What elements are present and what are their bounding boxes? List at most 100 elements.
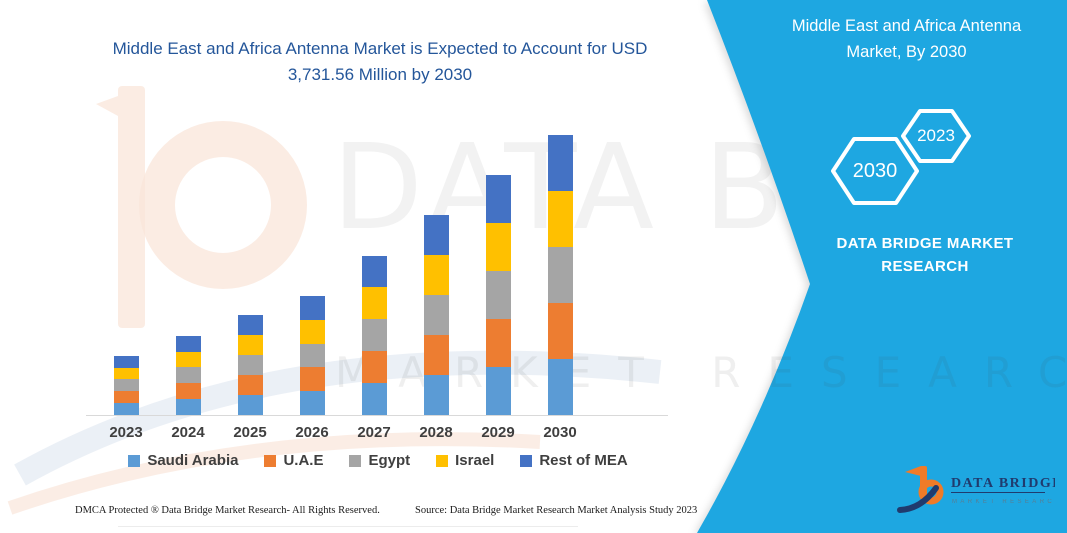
bar-column-2027	[343, 255, 405, 415]
footer-hairline	[118, 526, 578, 527]
legend-item-israel: Israel	[436, 452, 494, 469]
bar-segment-u-a-e-2029	[485, 318, 511, 367]
logo-b-flag-icon	[905, 466, 921, 476]
stacked-bar-2030	[547, 135, 573, 415]
bar-segment-rest-of-mea-2026	[299, 296, 325, 320]
hexagon-2030-outline-icon	[831, 137, 919, 205]
stacked-bar-2028	[423, 214, 449, 416]
panel-heading: Middle East and Africa Antenna Market, B…	[791, 17, 1022, 61]
legend-marker-rest-of-mea-icon	[520, 454, 533, 467]
bar-segment-rest-of-mea-2028	[423, 214, 449, 255]
hexagon-2023: 2023	[901, 108, 971, 164]
bar-segment-u-a-e-2030	[547, 303, 573, 359]
bar-segment-u-a-e-2024	[175, 383, 201, 400]
bar-segment-saudi-arabia-2029	[485, 366, 511, 416]
legend-marker-israel-icon	[436, 454, 449, 467]
year-label-2029: 2029	[481, 424, 515, 441]
panel-brand-text: DATA BRIDGE MARKET RESEARCH	[836, 235, 1014, 276]
logo-subtext: MARKET RESEARCH	[952, 499, 1055, 505]
bar-segment-u-a-e-2028	[423, 334, 449, 375]
chart-legend: Saudi Arabia U.A.E Egypt Israel Rest of MEA	[88, 452, 668, 469]
bar-segment-israel-2027	[361, 287, 387, 320]
bar-column-2025	[219, 315, 281, 415]
bar-segment-rest-of-mea-2030	[547, 135, 573, 191]
bar-segment-egypt-2028	[423, 294, 449, 335]
bar-column-2026	[281, 296, 343, 415]
bar-segment-egypt-2026	[299, 343, 325, 368]
bar-segment-israel-2024	[175, 351, 201, 368]
year-label-2028: 2028	[419, 424, 453, 441]
bar-segment-saudi-arabia-2023	[113, 403, 139, 415]
bar-segment-saudi-arabia-2030	[547, 359, 573, 415]
bar-segment-israel-2023	[113, 367, 139, 380]
legend-label-egypt: Egypt	[368, 452, 411, 469]
bar-segment-rest-of-mea-2024	[175, 335, 201, 352]
bar-segment-u-a-e-2023	[113, 391, 139, 404]
chart-title: Middle East and Africa Antenna Market is…	[112, 39, 648, 84]
bar-segment-israel-2028	[423, 254, 449, 295]
bar-segment-egypt-2024	[175, 367, 201, 384]
year-label-2023: 2023	[109, 424, 143, 441]
bar-segment-egypt-2023	[113, 379, 139, 392]
bar-segment-israel-2025	[237, 335, 263, 356]
bar-segment-egypt-2029	[485, 270, 511, 319]
legend-label-u-a-e: U.A.E	[283, 452, 324, 469]
bar-segment-rest-of-mea-2025	[237, 315, 263, 336]
stacked-bar-2024	[175, 335, 201, 415]
bar-segment-israel-2026	[299, 319, 325, 344]
stacked-bar-2029	[485, 174, 511, 416]
logo-b-bowl-icon	[918, 479, 944, 505]
footer-dmca-text: DMCA Protected ® Data Bridge Market Rese…	[75, 505, 380, 516]
year-label-2025: 2025	[233, 424, 267, 441]
year-label-2030: 2030	[543, 424, 577, 441]
bar-segment-saudi-arabia-2028	[423, 374, 449, 416]
watermark-row2-text: MARKET RESEARCH	[335, 348, 1067, 397]
bar-column-2029	[467, 174, 529, 416]
legend-label-israel: Israel	[455, 452, 495, 469]
stacked-bar-2023	[113, 355, 139, 415]
legend-label-rest-of-mea: Rest of MEA	[539, 452, 628, 469]
year-label-2027: 2027	[357, 424, 391, 441]
bar-segment-israel-2030	[547, 191, 573, 247]
hexagon-2023-label: 2023	[917, 126, 955, 145]
hexagon-2023-outline-icon	[901, 109, 971, 163]
databridge-logo: DATA BRIDGE MARKET RESEARCH	[897, 466, 1055, 513]
legend-item-u-a-e: U.A.E	[264, 452, 323, 469]
bar-segment-egypt-2025	[237, 355, 263, 376]
bar-segment-u-a-e-2026	[299, 367, 325, 392]
hexagon-2030-label: 2030	[852, 159, 898, 182]
bar-segment-rest-of-mea-2027	[361, 255, 387, 288]
logo-name-text: DATA BRIDGE	[951, 476, 1055, 491]
bar-segment-egypt-2027	[361, 319, 387, 352]
legend-marker-saudi-arabia-icon	[128, 454, 141, 467]
year-labels-row: 2023 2024 2025 2026 2027 2028 2029 2030	[95, 424, 591, 441]
bar-segment-saudi-arabia-2027	[361, 383, 387, 415]
bar-segment-u-a-e-2025	[237, 375, 263, 395]
bar-segment-rest-of-mea-2029	[485, 174, 511, 223]
bar-segment-saudi-arabia-2026	[299, 391, 325, 415]
legend-marker-u-a-e-icon	[264, 454, 277, 467]
bar-column-2023	[95, 355, 157, 415]
year-label-2024: 2024	[171, 424, 205, 441]
year-label-2026: 2026	[295, 424, 329, 441]
stacked-bar-2026	[299, 296, 325, 415]
x-axis-line	[86, 415, 668, 416]
stacked-bar-2027	[361, 255, 387, 415]
bar-segment-egypt-2030	[547, 247, 573, 303]
footer-source-text: Source: Data Bridge Market Research Mark…	[415, 505, 698, 516]
legend-item-rest-of-mea: Rest of MEA	[520, 452, 628, 469]
right-panel-shape	[697, 0, 1067, 533]
legend-item-saudi-arabia: Saudi Arabia	[128, 452, 238, 469]
bar-column-2030	[529, 135, 591, 415]
bar-segment-saudi-arabia-2025	[237, 394, 263, 415]
bar-segment-u-a-e-2027	[361, 351, 387, 384]
bars-row	[95, 130, 591, 416]
stacked-bar-2025	[237, 315, 263, 415]
bar-segment-saudi-arabia-2024	[175, 399, 201, 415]
bar-column-2028	[405, 214, 467, 416]
bar-column-2024	[157, 335, 219, 415]
bar-segment-rest-of-mea-2023	[113, 355, 139, 368]
legend-label-saudi-arabia: Saudi Arabia	[147, 452, 239, 469]
